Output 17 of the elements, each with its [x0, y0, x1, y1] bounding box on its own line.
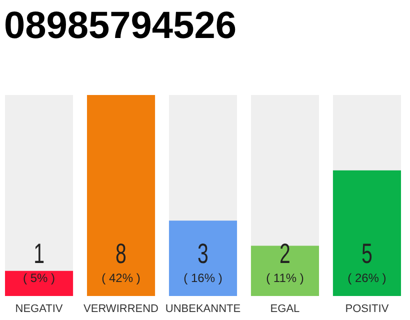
data-label: 3: [198, 238, 208, 270]
x-tick-label: EGAL: [270, 303, 300, 315]
bar: [5, 270, 74, 296]
chart-title: 08985794526: [4, 5, 236, 47]
x-tick-label: VERWIRREND: [84, 303, 159, 315]
annotation: ( 26% ): [348, 271, 386, 285]
data-label: 2: [280, 238, 290, 270]
annotation: ( 42% ): [102, 271, 140, 285]
data-label: 1: [34, 238, 44, 270]
x-tick-label: UNBEKANNTE: [165, 303, 241, 315]
annotation: ( 11% ): [266, 271, 304, 285]
x-tick-label: POSITIV: [345, 303, 390, 315]
data-label: 8: [116, 238, 126, 270]
x-tick-label: NEGATIV: [15, 303, 64, 315]
annotation: ( 16% ): [184, 271, 222, 285]
data-label: 5: [362, 238, 372, 270]
annotation: ( 5% ): [23, 271, 56, 285]
